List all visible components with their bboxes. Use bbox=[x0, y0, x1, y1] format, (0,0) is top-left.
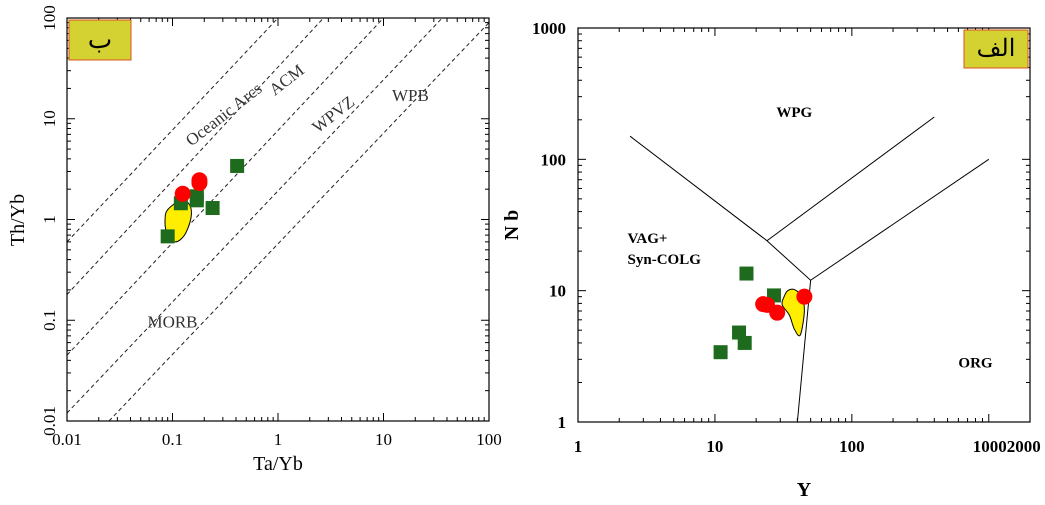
sample-square-point bbox=[713, 345, 728, 360]
discrimination-line bbox=[67, 18, 443, 414]
x-tick-label: 0.01 bbox=[52, 430, 82, 449]
sample-square-point bbox=[205, 201, 220, 216]
y-tick-label: 1000 bbox=[532, 19, 566, 38]
region-label: ORG bbox=[958, 356, 993, 372]
y-tick-label: 1 bbox=[558, 413, 567, 432]
sample-square-point bbox=[737, 335, 752, 350]
chart-nb-vs-y: 1 10 100 10002000 1 10 100 1000 WPG VAG+ Syn-COLG… bbox=[501, 19, 1041, 501]
discrimination-line bbox=[629, 135, 812, 422]
x-axis-label: Ta/Yb bbox=[253, 453, 303, 475]
sample-circle-point bbox=[191, 175, 208, 192]
discrimination-line bbox=[108, 22, 489, 421]
sample-square-point bbox=[160, 229, 175, 244]
region-label: ACM bbox=[266, 61, 308, 100]
y-tick-label: 10 bbox=[549, 282, 566, 301]
sample-square-point bbox=[189, 189, 204, 204]
x-tick-label: 10 bbox=[706, 437, 723, 456]
region-label: WPVZ bbox=[308, 92, 358, 137]
x-tick-label: 10 bbox=[375, 430, 392, 449]
region-label: Syn-COLG bbox=[628, 252, 702, 268]
panel-tag-box bbox=[68, 19, 132, 61]
region-label: VAG+ bbox=[628, 231, 668, 247]
x-axis-label: Y bbox=[797, 479, 812, 501]
region-label: WPG bbox=[776, 105, 812, 121]
x-tick-label: 1 bbox=[274, 430, 283, 449]
discrimination-line bbox=[67, 18, 384, 356]
region-label: MORB bbox=[147, 312, 197, 331]
panel-tag: ب bbox=[88, 25, 112, 54]
sample-circle-point bbox=[174, 185, 191, 202]
sample-square-point bbox=[739, 266, 754, 281]
y-tick-label: 100 bbox=[40, 5, 59, 31]
y-tick-label: 0.1 bbox=[40, 310, 59, 331]
y-tick-label: 1 bbox=[40, 215, 59, 224]
sample-square-point bbox=[230, 158, 245, 173]
panel-tag-box bbox=[963, 29, 1029, 69]
sample-circle-point bbox=[769, 304, 786, 321]
region-label: Oceanic Arcs bbox=[182, 79, 265, 150]
x-tick-label: 100 bbox=[839, 437, 865, 456]
y-tick-label: 0.01 bbox=[40, 406, 59, 436]
x-tick-label: 0.1 bbox=[162, 430, 183, 449]
discrimination-line bbox=[67, 18, 279, 243]
y-axis-label: N b bbox=[501, 210, 523, 241]
discrimination-line bbox=[766, 116, 935, 242]
y-tick-label: 10 bbox=[40, 110, 59, 127]
sample-circle-point bbox=[796, 288, 813, 305]
panel-tag: الف bbox=[977, 36, 1016, 62]
region-label: WPB bbox=[392, 86, 429, 105]
chart-th-yb-vs-ta-yb: 0.01 0.1 1 10 100 0.01 0.1 1 10 100 Oceanic Arcs A… bbox=[7, 5, 502, 475]
plot-frame bbox=[577, 27, 1031, 423]
x-tick-label: 100 bbox=[476, 430, 502, 449]
y-axis-label: Th/Yb bbox=[7, 194, 29, 246]
y-tick-label: 100 bbox=[541, 150, 567, 169]
x-tick-label: 10002000 bbox=[973, 437, 1041, 456]
x-tick-label: 1 bbox=[574, 437, 583, 456]
discrimination-line bbox=[810, 158, 990, 281]
